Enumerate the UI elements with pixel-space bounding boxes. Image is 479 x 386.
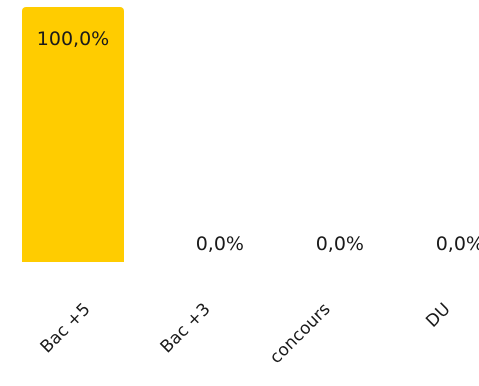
tick-label-bac-3: Bac +3 [157,299,215,357]
tick-label-bac-5: Bac +5 [37,299,95,357]
bar-bac-5 [22,7,124,262]
value-label-du: 0,0% [436,233,479,255]
value-labels-group: 100,0% 0,0% 0,0% 0,0% [37,28,479,255]
bars-group [22,7,124,262]
value-label-concours: 0,0% [316,233,364,255]
category-tick-labels-group: Bac +5 Bac +3 concours DU [37,299,455,368]
tick-label-du: DU [422,299,454,331]
value-label-bac-3: 0,0% [196,233,244,255]
value-label-bac-5: 100,0% [37,28,109,50]
tick-label-concours: concours [266,299,335,368]
bar-bac-5-base [22,256,124,262]
